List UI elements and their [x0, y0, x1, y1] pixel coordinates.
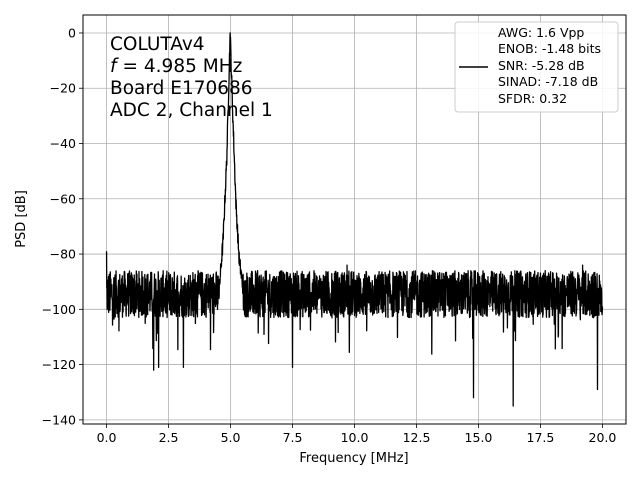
- legend-line-1: AWG: 1.6 Vpp: [498, 25, 584, 40]
- legend-line-5: SFDR: 0.32: [498, 91, 567, 106]
- x-axis-label: Frequency [MHz]: [299, 451, 408, 466]
- y-tick-label: 0: [68, 25, 76, 40]
- psd-series-line: [105, 32, 604, 407]
- y-axis-label: PSD [dB]: [14, 190, 29, 248]
- y-axis-ticks: 0 −20 −40 −60 −80 −100 −120 −140: [42, 25, 83, 427]
- x-tick-label: 15.0: [465, 430, 493, 445]
- annotation-line-4: ADC 2, Channel 1: [110, 100, 273, 121]
- y-tick-label: −140: [42, 412, 76, 427]
- y-tick-label: −40: [50, 136, 76, 151]
- x-tick-label: 12.5: [403, 430, 431, 445]
- annotation-freq-symbol: f: [110, 56, 119, 77]
- annotation-line-1: COLUTAv4: [110, 34, 205, 55]
- annotation-freq-value: = 4.985 MHz: [123, 56, 243, 77]
- y-tick-label: −60: [50, 191, 76, 206]
- x-tick-label: 0.0: [97, 430, 117, 445]
- annotation-block: COLUTAv4 f = 4.985 MHz Board E170686 ADC …: [110, 34, 273, 121]
- x-axis-ticks: 0.0 2.5 5.0 7.5 10.0 12.5 15.0 17.5 20.0: [97, 424, 617, 445]
- x-tick-label: 5.0: [221, 430, 241, 445]
- y-tick-label: −100: [42, 302, 76, 317]
- y-tick-label: −20: [50, 81, 76, 96]
- y-tick-label: −80: [50, 247, 76, 262]
- x-tick-label: 10.0: [341, 430, 369, 445]
- x-tick-label: 7.5: [283, 430, 303, 445]
- legend-line-3: SNR: -5.28 dB: [498, 58, 585, 73]
- legend: AWG: 1.6 Vpp ENOB: -1.48 bits SNR: -5.28…: [454, 21, 619, 113]
- legend-line-2: ENOB: -1.48 bits: [498, 41, 601, 56]
- psd-trace-group: [105, 32, 604, 407]
- x-tick-label: 20.0: [589, 430, 617, 445]
- annotation-line-2: f = 4.985 MHz: [110, 56, 242, 77]
- annotation-line-3: Board E170686: [110, 78, 253, 99]
- y-tick-label: −120: [42, 357, 76, 372]
- legend-line-4: SINAD: -7.18 dB: [498, 74, 598, 89]
- x-tick-label: 17.5: [527, 430, 555, 445]
- x-tick-label: 2.5: [159, 430, 179, 445]
- legend-box: [454, 21, 619, 113]
